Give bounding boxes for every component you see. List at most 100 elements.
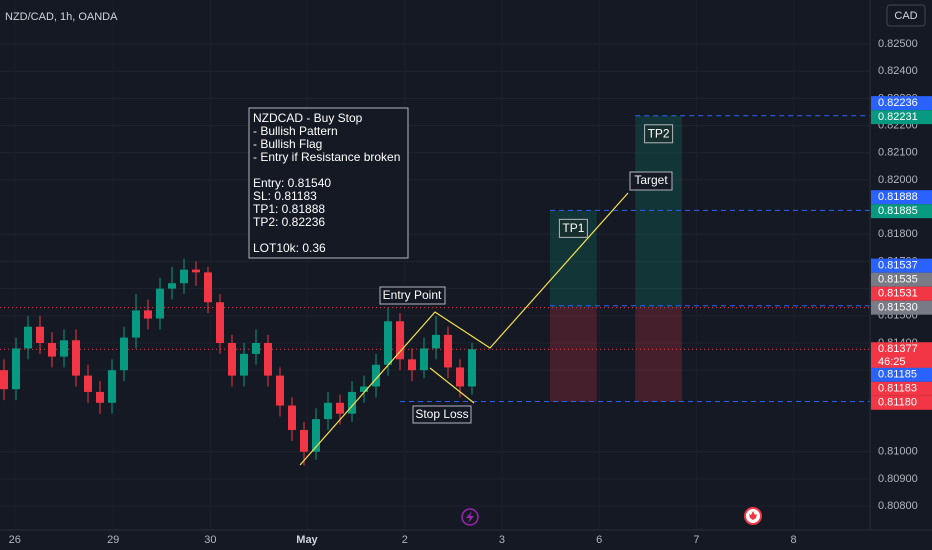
- price-tag: [871, 96, 932, 111]
- label-box: [379, 286, 446, 305]
- x-tick-label: 3: [499, 534, 505, 546]
- candle-body: [323, 402, 332, 420]
- label-box: [629, 171, 673, 191]
- loss-zone: [635, 307, 682, 402]
- note-line: NZDCAD - Buy Stop: [253, 111, 363, 125]
- note-line: - Bullish Flag: [253, 137, 322, 151]
- note-line: SL: 0.81183: [253, 189, 317, 203]
- candle-body: [131, 310, 140, 338]
- candle-body: [107, 370, 116, 403]
- y-tick-label: 0.80800: [878, 500, 918, 512]
- countdown-label: 46:25: [878, 356, 906, 368]
- candle-body: [191, 269, 200, 273]
- candle-body: [167, 283, 176, 289]
- candle-body: [143, 310, 152, 319]
- flag-icon-leaf: [749, 511, 757, 520]
- candle-body: [239, 353, 248, 376]
- position-label: TP1: [562, 221, 584, 235]
- price-tag-label: 0.81185: [878, 369, 917, 381]
- candle-body: [455, 367, 464, 387]
- currency-button[interactable]: [886, 4, 926, 27]
- price-tag-label: 0.81535: [878, 274, 918, 286]
- candle-body: [11, 348, 20, 390]
- candle-body: [71, 340, 80, 376]
- candle-body: [251, 343, 260, 354]
- profit-zone: [635, 115, 682, 308]
- price-tag: [871, 286, 932, 301]
- y-tick-label: 0.82100: [878, 147, 918, 159]
- entry-label: Entry Point: [383, 288, 442, 302]
- candle-body: [335, 402, 344, 414]
- loss-zone: [549, 307, 597, 402]
- price-tag: [871, 367, 932, 382]
- x-tick-label: May: [296, 534, 318, 546]
- candle-body: [371, 364, 380, 387]
- y-tick-label: 0.81000: [878, 446, 918, 458]
- candle-body: [359, 386, 368, 392]
- note-line: - Entry if Resistance broken: [253, 150, 400, 164]
- price-tag-label: 0.81531: [878, 288, 918, 300]
- price-tag: [871, 300, 932, 315]
- event-icon[interactable]: [461, 508, 479, 526]
- label-box: [558, 218, 588, 238]
- candle-body: [263, 343, 272, 376]
- candle-body: [227, 343, 236, 376]
- candle-body: [119, 337, 128, 371]
- price-tag: [871, 110, 932, 125]
- price-tag-label: 0.81180: [878, 397, 917, 409]
- price-tag-label: 0.81537: [878, 260, 918, 272]
- note-box: [248, 107, 409, 259]
- candle-body: [299, 429, 308, 452]
- x-tick-label: 29: [107, 534, 119, 546]
- symbol-title: NZD/CAD, 1h, OANDA: [5, 11, 118, 23]
- flag-line: [429, 367, 475, 404]
- price-tag: [871, 190, 932, 205]
- x-tick-label: 7: [693, 534, 699, 546]
- candle-body: [443, 334, 452, 368]
- price-tag: [871, 258, 932, 273]
- x-tick-label: 8: [791, 534, 797, 546]
- x-tick-label: 26: [9, 534, 21, 546]
- price-tag-label: 0.82236: [878, 97, 918, 109]
- candle-body: [179, 269, 188, 284]
- note-line: - Bullish Pattern: [253, 124, 338, 138]
- candle-body: [155, 288, 164, 319]
- y-tick-label: 0.82400: [878, 65, 918, 77]
- drawings: Entry Point Stop Loss Target TP1 TP2: [248, 107, 674, 466]
- y-tick-label: 0.82000: [878, 174, 918, 186]
- price-tag: [871, 381, 932, 396]
- candle-body: [59, 340, 68, 357]
- currency-label[interactable]: CAD: [894, 10, 917, 22]
- x-tick-label: 6: [596, 534, 602, 546]
- candle-body: [395, 321, 404, 360]
- x-tick-label: 2: [402, 534, 408, 546]
- candle-body: [0, 370, 8, 390]
- price-tag-label: 0.81885: [878, 205, 918, 217]
- note-line: Entry: 0.81540: [253, 176, 331, 190]
- price-tag: [871, 395, 932, 410]
- candle-body: [419, 348, 428, 371]
- price-tag-label: 0.81888: [878, 191, 918, 203]
- candle-body: [215, 302, 224, 344]
- candle-body: [383, 321, 392, 365]
- candle-body: [311, 419, 320, 452]
- target-label: Target: [634, 173, 668, 187]
- candle-body: [431, 334, 440, 349]
- y-tick-label: 0.80900: [878, 473, 918, 485]
- price-tag: [871, 342, 932, 370]
- label-box: [412, 405, 472, 424]
- candle-body: [47, 343, 56, 357]
- event-icon-bolt: [466, 511, 474, 523]
- stop-label: Stop Loss: [415, 407, 468, 421]
- x-tick-label: 30: [204, 534, 216, 546]
- pattern-line: [299, 192, 629, 466]
- candle-body: [83, 375, 92, 392]
- candle-body: [467, 349, 476, 387]
- note-line: TP2: 0.82236: [253, 215, 325, 229]
- note-line: TP1: 0.81888: [253, 202, 325, 216]
- price-tag-label: 0.81530: [878, 302, 918, 314]
- candle-body: [275, 375, 284, 406]
